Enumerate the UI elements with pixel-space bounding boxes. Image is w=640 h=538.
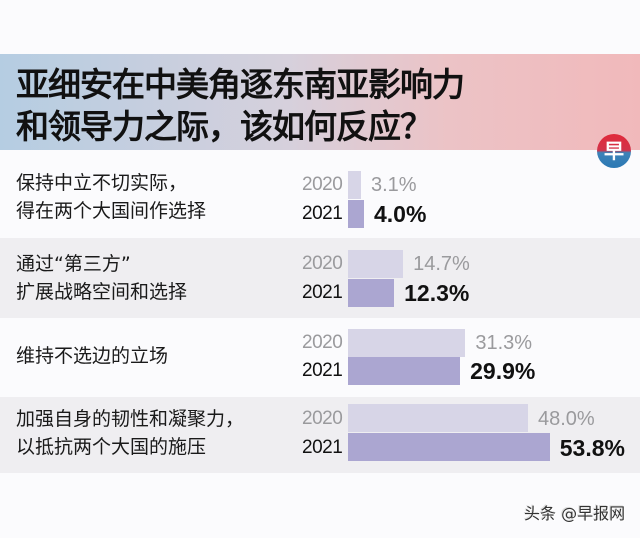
source-watermark: 头条 @早报网 [524,504,626,523]
value-2021: 53.8% [559,435,625,461]
bar-2020 [348,250,404,278]
chart-row-4: 加强自身的韧性和凝聚力， 以抵抗两个大国的施压 2020 48.0% 2021 … [0,397,640,473]
bar-2020 [348,329,466,357]
bar-2020 [348,171,361,199]
label-line: 得在两个大国间作选择 [16,200,207,222]
year-2021-label: 2021 [302,282,343,303]
value-2020: 31.3% [475,332,533,354]
label-line: 扩展战略空间和选择 [16,281,188,303]
year-2020-label: 2020 [302,408,343,429]
value-2021: 12.3% [404,280,470,306]
year-2020-label: 2020 [302,174,343,195]
zaobao-logo-icon: 早 [597,134,631,168]
year-2020-label: 2020 [302,332,343,353]
title-banner: 亚细安在中美角逐东南亚影响力 和领导力之际，该如何反应？ [0,54,640,150]
label-line: 加强自身的韧性和凝聚力， [16,408,245,430]
title-line-2: 和领导力之际，该如何反应？ [16,107,433,146]
chart-row-3: 维持不选边的立场 2020 31.3% 2021 29.9% [0,318,640,397]
bar-2021 [348,279,395,307]
value-2020: 48.0% [538,408,595,430]
label-line: 通过“第三方” [16,253,131,275]
value-2020: 3.1% [371,174,417,196]
row-label: 保持中立不切实际， 得在两个大国间作选择 [16,169,206,225]
label-line: 保持中立不切实际， [16,172,188,194]
title-line-1: 亚细安在中美角逐东南亚影响力 [16,65,465,104]
year-2021-label: 2021 [302,437,343,458]
row-label: 通过“第三方” 扩展战略空间和选择 [16,250,187,306]
bar-2021 [348,200,364,228]
bar-2021 [348,433,550,461]
year-2021-label: 2021 [302,360,343,381]
chart-row-1: 保持中立不切实际， 得在两个大国间作选择 2020 3.1% 2021 4.0% [0,152,640,238]
value-2021: 29.9% [470,358,536,384]
row-label: 加强自身的韧性和凝聚力， 以抵抗两个大国的施压 [16,405,244,461]
bar-2020 [348,404,528,432]
row-label: 维持不选边的立场 [16,342,168,370]
label-line: 以抵抗两个大国的施压 [16,436,207,458]
year-2020-label: 2020 [302,253,343,274]
label-line: 维持不选边的立场 [16,345,169,367]
bar-2021 [348,357,461,385]
chart-row-2: 通过“第三方” 扩展战略空间和选择 2020 14.7% 2021 12.3% [0,238,640,318]
chart-title: 亚细安在中美角逐东南亚影响力 和领导力之际，该如何反应？ [16,64,465,148]
year-2021-label: 2021 [302,203,343,224]
value-2020: 14.7% [413,253,470,275]
value-2021: 4.0% [374,201,427,227]
